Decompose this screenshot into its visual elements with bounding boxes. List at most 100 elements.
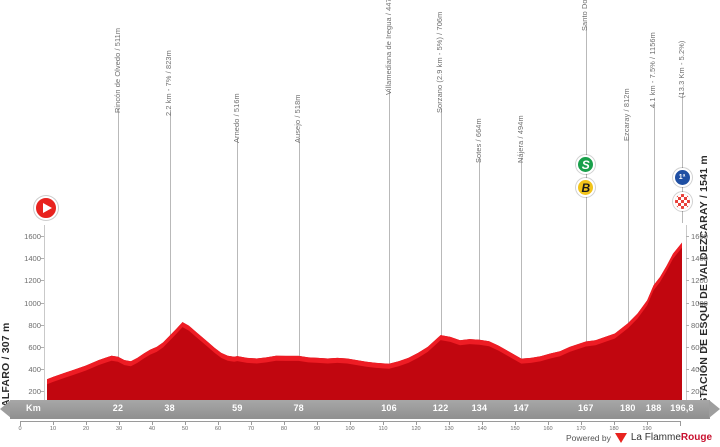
marker-line-167 (585, 26, 587, 400)
ruler-tick-110 (383, 421, 384, 425)
ruler-label-120: 120 (411, 426, 421, 432)
y-axis-tick (41, 391, 44, 393)
marker-label-122: Sorzano (2.9 km - 5%) / 706m (435, 11, 445, 113)
km-band-label-147: 147 (513, 403, 530, 413)
marker-label-59: Arnedo / 516m (231, 93, 241, 143)
ruler-label-50: 50 (181, 426, 189, 432)
y-axis-tick-label: 1400 (691, 254, 708, 264)
ruler-label-170: 170 (576, 426, 586, 432)
ruler-label-130: 130 (444, 426, 454, 432)
marker-line-38 (169, 111, 171, 400)
ruler-label-80: 80 (280, 426, 288, 432)
checkered-pattern (674, 194, 690, 209)
ruler-label-60: 60 (214, 426, 222, 432)
km-band-left-cap (0, 400, 11, 418)
marker-line-22 (118, 108, 119, 400)
flamme-rouge-logo-icon (614, 432, 627, 443)
ruler-label-100: 100 (345, 426, 355, 432)
y-axis-tick-label: 1000 (691, 298, 708, 308)
ruler-label-150: 150 (510, 426, 520, 432)
y-axis-line (686, 225, 687, 400)
y-axis-tick-label: 200 (691, 387, 704, 397)
ruler-label-140: 140 (477, 426, 487, 432)
ruler-label-70: 70 (247, 426, 255, 432)
sprint-badge[interactable]: S (576, 155, 596, 174)
ruler-tick-90 (317, 421, 318, 425)
ruler-tick-70 (251, 421, 252, 425)
y-axis-tick (686, 302, 689, 304)
ruler-label-160: 160 (543, 426, 553, 432)
footer-branding: Powered by La FlammeRouge (566, 432, 712, 443)
y-axis-tick-label: 600 (691, 342, 704, 352)
km-band-label-196.8: 196,8 (670, 403, 694, 413)
flamme-rouge-wordmark: La FlammeRouge (630, 432, 712, 443)
ruler-label-190: 190 (642, 426, 652, 432)
km-band-label-134: 134 (471, 403, 488, 413)
y-axis-tick-label: 400 (28, 364, 41, 374)
y-axis-tick (41, 236, 44, 238)
y-axis-tick (686, 258, 689, 260)
play-triangle (42, 203, 52, 213)
y-axis-tick (41, 346, 44, 348)
marker-label-167: Santo Domingo de la Calzada / 648m (580, 0, 589, 31)
ruler-tick-20 (86, 421, 87, 425)
ruler-tick-160 (548, 421, 549, 425)
ruler-label-90: 90 (313, 426, 321, 432)
ruler-tick-170 (581, 421, 582, 425)
ruler-tick-10 (53, 421, 54, 425)
y-axis-tick-label: 1200 (24, 276, 41, 286)
km-band-label-188: 188 (645, 403, 662, 413)
bonus-badge[interactable]: B (576, 178, 596, 197)
marker-line-finish (682, 93, 683, 223)
ruler-tick-0 (20, 421, 21, 425)
marker-line-180 (627, 136, 629, 400)
marker-line-188 (653, 103, 655, 400)
marker-label-78: Ausejo / 518m (293, 94, 303, 143)
y-axis-tick (41, 280, 44, 282)
ruler-tick-50 (185, 421, 186, 425)
y-axis-tick (686, 368, 689, 370)
ruler-tick-190 (647, 421, 648, 425)
powered-by-label: Powered by (565, 432, 611, 443)
marker-label-134: Sotes / 664m (473, 118, 483, 163)
marker-line-106 (389, 90, 390, 400)
y-axis-tick-label: 1400 (24, 254, 41, 264)
ruler-tick-60 (218, 421, 219, 425)
ruler-tick-100 (350, 421, 351, 425)
km-band-label-167: 167 (577, 403, 594, 413)
y-axis-tick-label: 1200 (691, 276, 708, 286)
km-band-label-180: 180 (619, 403, 636, 413)
y-axis-tick (686, 236, 689, 238)
y-axis-tick-label: 1600 (691, 232, 708, 242)
y-axis-tick (686, 346, 689, 348)
marker-label-180: Ezcaray / 812m (622, 88, 632, 141)
marker-line-147 (521, 158, 523, 400)
ruler-label-10: 10 (49, 426, 57, 432)
mountain-badge[interactable]: 1ª (672, 168, 692, 187)
y-axis-tick (686, 324, 689, 326)
ruler-label-110: 110 (378, 426, 388, 432)
ruler-tick-140 (482, 421, 483, 425)
km-band-label-22: 22 (112, 403, 124, 413)
y-axis-tick-label: 1000 (24, 298, 41, 308)
ruler-label-30: 30 (115, 426, 123, 432)
start-play-icon[interactable] (34, 196, 58, 220)
ruler-label-0: 0 (18, 426, 22, 432)
finish-badge[interactable] (672, 192, 692, 211)
km-band-label-78: 78 (293, 403, 304, 413)
marker-line-122 (440, 108, 442, 400)
marker-label-147: Nájera / 494m (515, 115, 525, 163)
ruler-tick-40 (152, 421, 153, 425)
km-band-label-122: 122 (432, 403, 449, 413)
y-axis-tick (41, 368, 44, 370)
km-band-right-cap (709, 400, 720, 418)
km-band-body (10, 400, 710, 419)
ruler-label-20: 20 (82, 426, 90, 432)
ruler-tick-30 (119, 421, 120, 425)
km-band-label-59: 59 (232, 403, 243, 413)
ruler-right-end (680, 421, 681, 426)
ruler-label-180: 180 (609, 426, 619, 432)
ruler-tick-130 (449, 421, 450, 425)
